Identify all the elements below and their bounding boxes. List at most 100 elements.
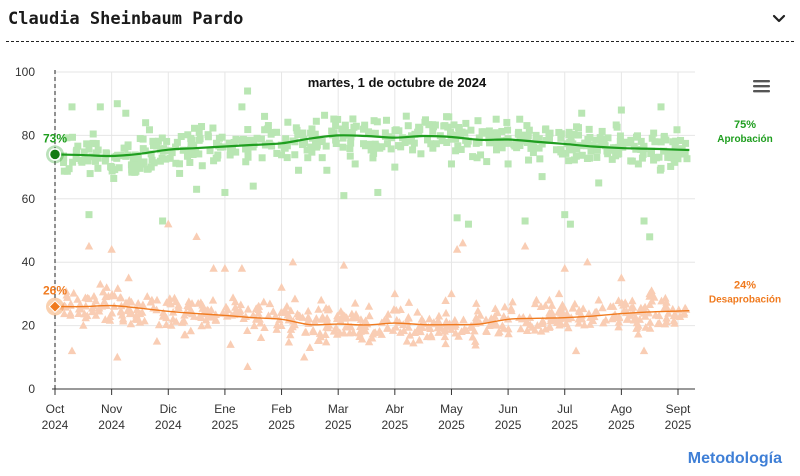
- data-point: [585, 141, 593, 149]
- data-point: [180, 316, 189, 325]
- data-point: [555, 320, 564, 329]
- data-point: [514, 130, 522, 138]
- data-point: [94, 164, 102, 172]
- data-point: [256, 318, 265, 327]
- data-point: [307, 143, 315, 151]
- data-point: [387, 145, 395, 153]
- data-point: [110, 174, 118, 182]
- chevron-down-icon[interactable]: [770, 10, 788, 28]
- data-point: [152, 336, 162, 345]
- data-point: [495, 327, 504, 336]
- data-point: [471, 313, 481, 322]
- data-point: [504, 160, 512, 168]
- data-point: [66, 308, 75, 317]
- data-point: [426, 330, 436, 339]
- data-point: [538, 173, 546, 181]
- data-point: [147, 150, 155, 158]
- data-point: [458, 238, 467, 247]
- x-tick-label: 2025: [381, 418, 408, 432]
- data-point: [565, 157, 573, 165]
- data-point: [616, 132, 624, 140]
- data-point: [303, 306, 313, 315]
- x-tick-label: Nov: [101, 402, 122, 416]
- data-point: [606, 302, 615, 310]
- data-point: [441, 122, 449, 130]
- data-point: [338, 125, 346, 133]
- data-point: [113, 100, 121, 108]
- data-point: [339, 143, 347, 151]
- data-point: [467, 126, 475, 134]
- hamburger-menu-icon[interactable]: [753, 80, 770, 93]
- data-point: [674, 305, 683, 314]
- data-point: [574, 318, 584, 327]
- data-point: [83, 293, 92, 302]
- data-point: [682, 139, 690, 147]
- x-tick-label: 2025: [608, 418, 635, 432]
- data-point: [472, 299, 481, 307]
- data-point: [284, 337, 294, 346]
- data-point: [390, 305, 399, 314]
- data-point: [191, 124, 199, 132]
- data-point: [578, 109, 586, 117]
- data-point: [134, 154, 142, 162]
- data-point: [409, 338, 418, 347]
- data-point: [116, 306, 126, 315]
- data-point: [110, 291, 119, 300]
- data-point: [418, 323, 427, 332]
- data-point: [391, 163, 399, 171]
- data-point: [263, 125, 271, 133]
- data-point: [126, 319, 136, 328]
- data-point: [143, 292, 152, 300]
- data-point: [140, 158, 148, 166]
- data-point: [346, 144, 354, 152]
- data-point: [433, 323, 442, 332]
- data-point: [318, 138, 326, 146]
- data-point: [450, 121, 458, 129]
- data-point: [243, 326, 252, 335]
- data-point: [341, 121, 349, 129]
- x-tick-label: 2024: [42, 418, 69, 432]
- data-point: [74, 142, 82, 150]
- data-point: [142, 119, 150, 127]
- data-point: [323, 166, 331, 174]
- data-point: [674, 155, 682, 163]
- data-point: [146, 297, 155, 306]
- page-title: Claudia Sheinbaum Pardo: [8, 9, 244, 29]
- data-point: [492, 115, 500, 123]
- data-point: [557, 134, 565, 142]
- data-point: [303, 146, 311, 154]
- data-point: [429, 144, 437, 152]
- data-point: [558, 150, 566, 158]
- data-point: [498, 127, 506, 135]
- data-point: [342, 313, 351, 322]
- data-point: [683, 155, 691, 163]
- data-point: [633, 132, 641, 140]
- data-point: [530, 325, 540, 334]
- data-point: [673, 126, 681, 134]
- data-point: [136, 164, 144, 172]
- data-point: [220, 264, 230, 272]
- methodology-link[interactable]: Metodología: [687, 450, 782, 467]
- y-tick-label: 60: [22, 192, 36, 206]
- data-point: [129, 155, 137, 163]
- hover-value-label: 73%: [43, 131, 67, 145]
- data-point: [570, 130, 578, 138]
- data-point: [322, 142, 330, 150]
- data-point: [429, 121, 437, 129]
- data-point: [507, 306, 516, 315]
- data-point: [113, 352, 122, 361]
- data-point: [486, 134, 494, 142]
- data-point: [308, 125, 316, 133]
- data-point: [72, 154, 80, 162]
- data-point: [493, 146, 501, 154]
- data-point: [286, 325, 296, 333]
- data-point: [89, 139, 97, 147]
- data-point: [330, 115, 338, 123]
- data-point: [80, 309, 89, 318]
- data-point: [382, 116, 390, 124]
- data-point: [647, 150, 655, 158]
- data-point: [242, 158, 250, 166]
- data-point: [128, 168, 136, 176]
- data-point: [62, 290, 71, 299]
- data-point: [348, 313, 357, 322]
